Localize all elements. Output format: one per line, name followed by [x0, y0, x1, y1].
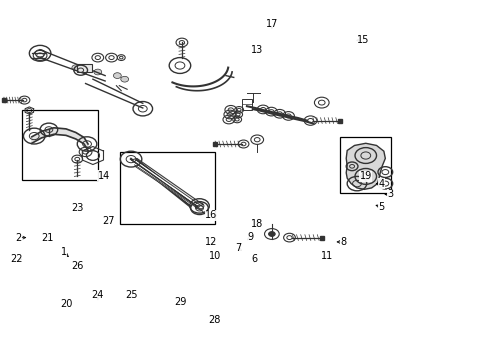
Text: 13: 13	[250, 45, 263, 55]
Text: 25: 25	[124, 290, 137, 300]
Circle shape	[37, 53, 43, 58]
Text: 24: 24	[91, 290, 104, 300]
Text: 22: 22	[10, 254, 22, 264]
Bar	[22, 110, 98, 180]
Text: 21: 21	[41, 233, 54, 243]
Polygon shape	[346, 143, 385, 189]
Circle shape	[268, 231, 275, 237]
Text: 23: 23	[71, 203, 83, 213]
Text: 10: 10	[208, 251, 221, 261]
Bar	[241, 99, 252, 110]
Circle shape	[113, 73, 121, 78]
Text: 8: 8	[340, 237, 346, 247]
Text: 11: 11	[320, 251, 332, 261]
Text: 7: 7	[235, 243, 241, 253]
Text: 19: 19	[359, 171, 371, 181]
Text: 9: 9	[247, 232, 253, 242]
Text: 4: 4	[378, 179, 384, 189]
Text: 20: 20	[60, 299, 72, 309]
Circle shape	[33, 50, 47, 60]
Text: 2: 2	[16, 233, 21, 243]
Text: 3: 3	[386, 189, 392, 199]
Bar	[339, 137, 390, 193]
Circle shape	[94, 69, 102, 75]
Circle shape	[72, 65, 80, 71]
Text: 16: 16	[204, 210, 217, 220]
Text: 26: 26	[71, 261, 83, 271]
Text: 17: 17	[265, 19, 278, 30]
Text: 18: 18	[250, 219, 263, 229]
Text: 5: 5	[378, 202, 384, 212]
Bar	[77, 64, 92, 72]
Polygon shape	[132, 158, 203, 207]
Text: 28: 28	[207, 315, 220, 325]
Text: 1: 1	[61, 247, 66, 257]
Bar	[120, 152, 215, 224]
Text: 29: 29	[173, 297, 186, 307]
Polygon shape	[32, 128, 88, 150]
Circle shape	[121, 76, 128, 82]
Text: 15: 15	[356, 35, 368, 45]
Text: 6: 6	[251, 254, 257, 264]
Text: 27: 27	[102, 216, 115, 226]
Text: 14: 14	[97, 171, 110, 181]
Text: 12: 12	[204, 237, 217, 247]
